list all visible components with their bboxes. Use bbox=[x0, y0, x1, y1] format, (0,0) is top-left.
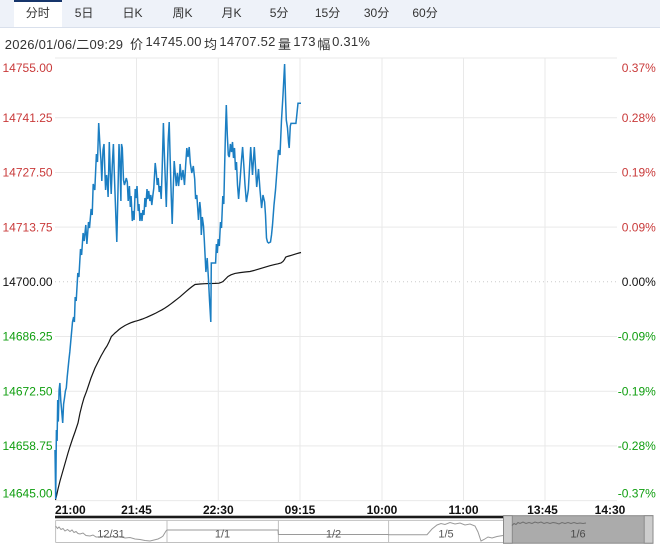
svg-text:14686.25: 14686.25 bbox=[3, 330, 53, 344]
svg-text:09:15: 09:15 bbox=[285, 503, 316, 517]
svg-text:1/5: 1/5 bbox=[438, 529, 453, 541]
svg-text:14672.50: 14672.50 bbox=[3, 384, 53, 398]
svg-text:11:00: 11:00 bbox=[448, 503, 478, 517]
svg-text:14645.00: 14645.00 bbox=[3, 487, 53, 501]
svg-text:0.28%: 0.28% bbox=[622, 111, 656, 125]
svg-text:21:00: 21:00 bbox=[55, 503, 86, 517]
svg-text:1/2: 1/2 bbox=[326, 529, 341, 541]
svg-text:0.09%: 0.09% bbox=[622, 220, 656, 234]
svg-text:1/6: 1/6 bbox=[570, 529, 585, 541]
svg-text:1/1: 1/1 bbox=[215, 529, 230, 541]
svg-text:14658.75: 14658.75 bbox=[3, 439, 53, 453]
svg-text:14713.75: 14713.75 bbox=[3, 220, 53, 234]
svg-text:22:30: 22:30 bbox=[203, 503, 234, 517]
svg-text:10:00: 10:00 bbox=[367, 503, 398, 517]
svg-text:13:45: 13:45 bbox=[527, 503, 558, 517]
svg-text:-0.09%: -0.09% bbox=[618, 330, 656, 344]
svg-text:12/31: 12/31 bbox=[97, 529, 125, 541]
svg-text:0.37%: 0.37% bbox=[622, 61, 656, 75]
svg-text:14741.25: 14741.25 bbox=[3, 111, 53, 125]
svg-text:21:45: 21:45 bbox=[121, 503, 152, 517]
svg-text:-0.37%: -0.37% bbox=[618, 487, 656, 501]
svg-text:14:30: 14:30 bbox=[595, 503, 626, 517]
svg-text:0.00%: 0.00% bbox=[622, 275, 656, 289]
svg-text:-0.19%: -0.19% bbox=[618, 384, 656, 398]
svg-text:14700.00: 14700.00 bbox=[3, 275, 53, 289]
svg-text:14727.50: 14727.50 bbox=[3, 166, 53, 180]
svg-text:14755.00: 14755.00 bbox=[3, 61, 53, 75]
svg-text:0.19%: 0.19% bbox=[622, 166, 656, 180]
svg-text:-0.28%: -0.28% bbox=[618, 439, 656, 453]
